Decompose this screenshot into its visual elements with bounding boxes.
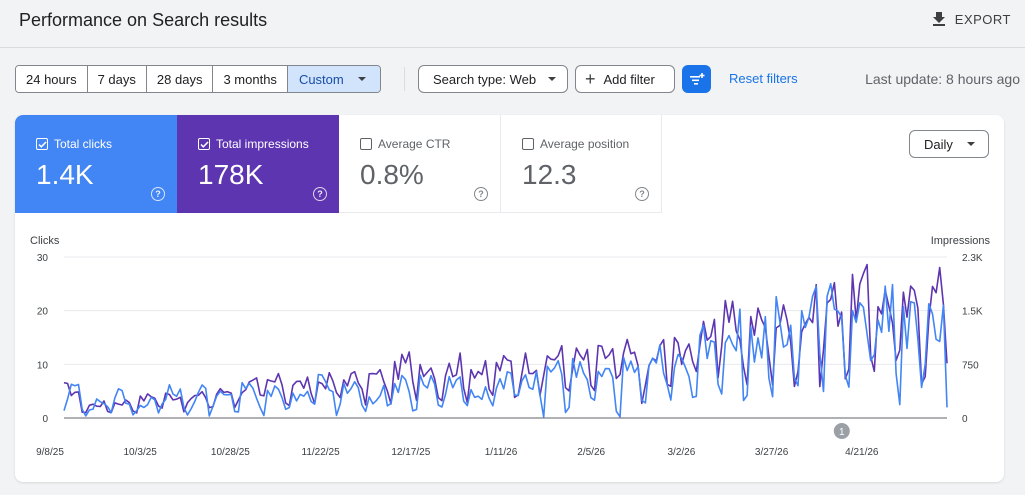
metric-label: Average position bbox=[540, 137, 630, 151]
x-axis-tick-label: 1/11/26 bbox=[485, 447, 518, 458]
clicks-series-line bbox=[63, 282, 948, 418]
checkbox-unchecked-icon[interactable] bbox=[360, 138, 372, 150]
checkbox-unchecked-icon[interactable] bbox=[522, 138, 534, 150]
annotation-marker bbox=[833, 423, 850, 439]
search-type-label: Search type: Web bbox=[433, 71, 537, 87]
help-icon[interactable]: ? bbox=[151, 187, 165, 201]
granularity-label: Daily bbox=[924, 136, 953, 152]
performance-card: Total clicks 1.4K ? Total impressions 17… bbox=[15, 115, 1004, 482]
metric-value: 12.3 bbox=[522, 159, 577, 190]
x-axis-tick-label: 3/2/26 bbox=[667, 447, 695, 458]
help-icon[interactable]: ? bbox=[313, 187, 327, 201]
x-axis-tick-label: 2/5/26 bbox=[577, 447, 605, 458]
metric-average-position[interactable]: Average position 12.3 ? bbox=[501, 115, 662, 213]
add-filter-button[interactable]: + Add filter bbox=[575, 65, 675, 93]
left-axis-tick-label: 0 bbox=[42, 414, 48, 425]
left-axis-tick-label: 10 bbox=[37, 360, 49, 371]
metric-label: Average CTR bbox=[378, 137, 451, 151]
metric-average-ctr[interactable]: Average CTR 0.8% ? bbox=[339, 115, 501, 213]
metric-total-clicks[interactable]: Total clicks 1.4K ? bbox=[15, 115, 177, 213]
left-axis-title: Clicks bbox=[30, 235, 60, 247]
annotation-label: 1 bbox=[839, 427, 845, 438]
right-axis-tick-label: 0 bbox=[962, 414, 968, 425]
page-header: Performance on Search results EXPORT bbox=[0, 0, 1025, 48]
metric-value: 0.8% bbox=[360, 159, 424, 190]
performance-chart[interactable]: 0 0 10 750 20 1.5K 30 2.3K 9/8/25 10/3/25 10/28/25… bbox=[15, 245, 1004, 465]
export-button[interactable]: EXPORT bbox=[931, 11, 1011, 27]
add-filter-label: Add filter bbox=[603, 71, 655, 87]
x-axis-tick-label: 12/17/25 bbox=[391, 447, 430, 458]
range-custom-label: Custom bbox=[298, 71, 344, 87]
filter-list-icon bbox=[689, 73, 704, 85]
help-icon[interactable]: ? bbox=[635, 187, 649, 201]
x-axis-tick-label: 11/22/25 bbox=[302, 447, 341, 458]
plus-icon: + bbox=[585, 69, 596, 89]
x-axis-tick-label: 10/3/25 bbox=[124, 447, 158, 458]
caret-down-icon bbox=[357, 77, 366, 81]
granularity-dropdown[interactable]: Daily bbox=[909, 130, 989, 158]
download-icon bbox=[932, 12, 945, 26]
range-28-days[interactable]: 28 days bbox=[146, 66, 214, 92]
reset-filters-link[interactable]: Reset filters bbox=[729, 71, 798, 86]
metric-label: Total clicks bbox=[54, 137, 113, 151]
x-axis-tick-label: 3/27/26 bbox=[755, 447, 789, 458]
x-axis-tick-label: 10/28/25 bbox=[211, 447, 250, 458]
caret-down-icon bbox=[966, 142, 975, 146]
x-axis-tick-label: 9/8/25 bbox=[36, 447, 64, 458]
last-update-text: Last update: 8 hours ago bbox=[865, 71, 1020, 87]
date-range-selector: 24 hours 7 days 28 days 3 months Custom bbox=[15, 65, 381, 93]
help-icon[interactable]: ? bbox=[474, 187, 488, 201]
range-3-months[interactable]: 3 months bbox=[213, 66, 288, 92]
left-axis-tick-label: 30 bbox=[37, 253, 49, 264]
right-axis-tick-label: 750 bbox=[962, 360, 979, 371]
checkbox-checked-icon[interactable] bbox=[36, 138, 48, 150]
metric-value: 1.4K bbox=[36, 159, 94, 190]
checkbox-checked-icon[interactable] bbox=[198, 138, 210, 150]
x-axis-tick-label: 4/21/26 bbox=[845, 447, 879, 458]
export-label: EXPORT bbox=[954, 11, 1011, 27]
left-axis-tick-label: 20 bbox=[37, 307, 49, 318]
right-axis-tick-label: 1.5K bbox=[962, 307, 983, 318]
divider bbox=[404, 67, 405, 91]
metric-label: Total impressions bbox=[216, 137, 309, 151]
page-title: Performance on Search results bbox=[19, 10, 268, 30]
right-axis-title: Impressions bbox=[930, 235, 990, 247]
search-type-dropdown[interactable]: Search type: Web bbox=[418, 65, 568, 93]
metric-total-impressions[interactable]: Total impressions 178K ? bbox=[177, 115, 339, 213]
range-7-days[interactable]: 7 days bbox=[87, 66, 147, 92]
right-axis-tick-label: 2.3K bbox=[962, 253, 983, 264]
filter-settings-button[interactable] bbox=[682, 65, 711, 93]
range-custom[interactable]: Custom bbox=[287, 66, 380, 92]
impressions-series-line bbox=[63, 263, 948, 414]
caret-down-icon bbox=[548, 77, 557, 81]
filter-bar: 24 hours 7 days 28 days 3 months Custom … bbox=[15, 65, 1020, 93]
metric-value: 178K bbox=[198, 159, 264, 190]
range-24-hours[interactable]: 24 hours bbox=[16, 66, 88, 92]
